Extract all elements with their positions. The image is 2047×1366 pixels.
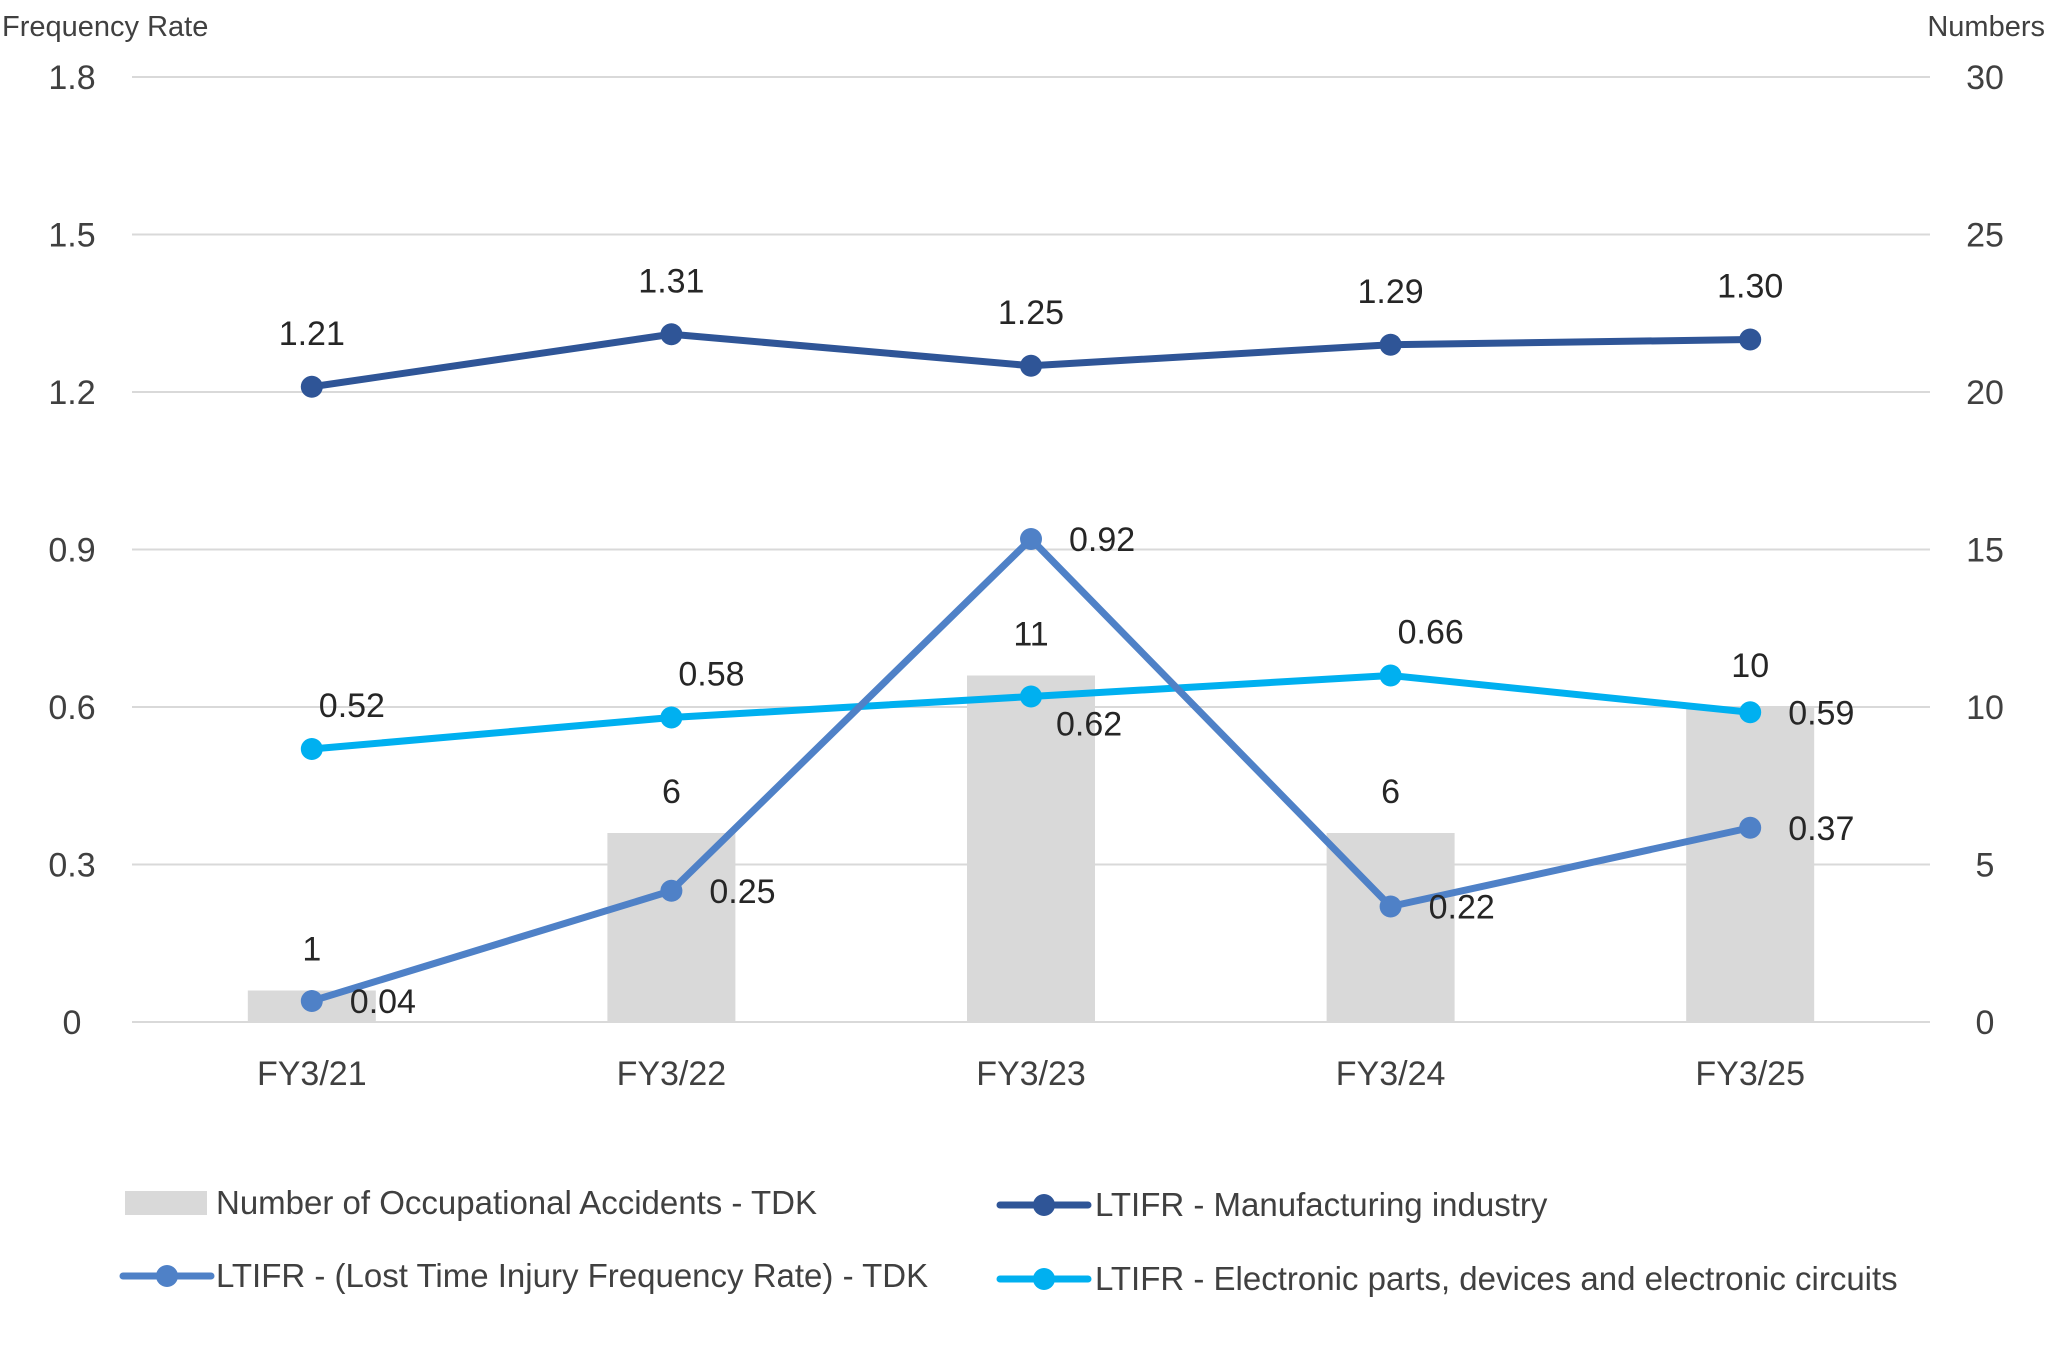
y-right-axis-title: Numbers [1927,11,2045,43]
x-axis-ticks: FY3/21 FY3/22 FY3/23 FY3/24 FY3/25 [257,1055,1805,1093]
series-data-label: 0.62 [1056,706,1122,744]
series-data-label: 1.30 [1717,268,1783,306]
y-left-ticks: 0 0.3 0.6 0.9 1.2 1.5 1.8 [48,59,95,1042]
legend: Number of Occupational Accidents - TDK LT… [119,1184,1898,1297]
x-tick-label: FY3/24 [1336,1055,1446,1093]
y-right-tick-label: 10 [1966,689,2004,727]
bar [1686,707,1815,1022]
y-right-tick-label: 0 [1976,1004,1995,1042]
series-data-label: 0.04 [350,983,416,1021]
series-point [1020,528,1042,550]
series-data-label: 0.37 [1788,810,1854,848]
series-point [300,990,323,1012]
x-tick-label: FY3/25 [1695,1055,1805,1093]
legend-label: LTIFR - Electronic parts, devices and el… [1095,1260,1898,1297]
y-right-tick-label: 15 [1966,532,2004,570]
series-data-label: 0.92 [1069,521,1135,559]
series-data-label: 0.66 [1398,614,1464,652]
y-right-ticks: 0 5 10 15 20 25 30 [1966,59,2004,1042]
legend-swatch-marker [156,1265,178,1287]
legend-label: LTIFR - (Lost Time Injury Frequency Rate… [216,1257,928,1294]
legend-label: LTIFR - Manufacturing industry [1095,1186,1548,1223]
series-data-label: 1.21 [279,315,345,353]
y-right-tick-label: 30 [1966,59,2004,97]
series-point [1379,895,1402,918]
bar-data-label: 1 [302,931,321,969]
series-point [660,323,683,346]
legend-swatch-marker [1033,1268,1055,1290]
x-tick-label: FY3/21 [257,1055,367,1093]
series-point [1739,816,1762,839]
series-data-label: 1.25 [998,294,1064,332]
bar-data-label: 6 [662,773,681,811]
legend-label: Number of Occupational Accidents - TDK [216,1184,817,1221]
series-data-label: 0.25 [709,873,775,911]
bar [967,675,1095,1022]
series-point [660,706,683,729]
series-data-label: 0.59 [1788,694,1854,732]
series-data-label: 0.58 [678,656,744,694]
y-right-tick-label: 20 [1966,374,2004,412]
bar-data-label: 6 [1381,773,1400,811]
y-left-tick-label: 1.5 [48,217,95,255]
y-left-tick-label: 0.3 [48,847,95,885]
x-tick-label: FY3/22 [617,1055,727,1093]
y-left-tick-label: 0.6 [48,689,95,727]
y-right-tick-label: 25 [1966,217,2004,255]
y-left-tick-label: 1.2 [48,374,95,412]
series-point [1379,333,1402,356]
series-point [1739,701,1762,724]
x-tick-label: FY3/23 [976,1055,1086,1093]
series-point [1020,685,1042,708]
series-point [660,879,683,902]
series-point [1739,328,1762,351]
y-left-tick-label: 0 [63,1004,82,1042]
legend-swatch-marker [1033,1194,1055,1216]
y-right-tick-label: 5 [1976,847,1995,885]
y-left-tick-label: 1.8 [48,59,95,97]
series-point [1379,664,1402,687]
y-left-axis-title: Frequency Rate [2,11,208,43]
line-series: 1.21 1.31 1.25 1.29 1.30 0.52 0.58 0.62 0.66 0.59… [279,262,1855,1021]
series-point [300,738,323,760]
legend-swatch-bar [125,1191,207,1215]
series-data-label: 1.29 [1358,273,1424,311]
y-left-tick-label: 0.9 [48,532,95,570]
series-data-label: 0.22 [1429,889,1495,927]
series-point [1020,354,1042,377]
series-data-label: 1.31 [638,262,704,300]
bar-data-label: 11 [1013,616,1048,654]
bar-data-label: 10 [1731,647,1769,685]
series-data-label: 0.52 [319,687,385,725]
bar [607,833,736,1022]
series-point [300,375,323,398]
